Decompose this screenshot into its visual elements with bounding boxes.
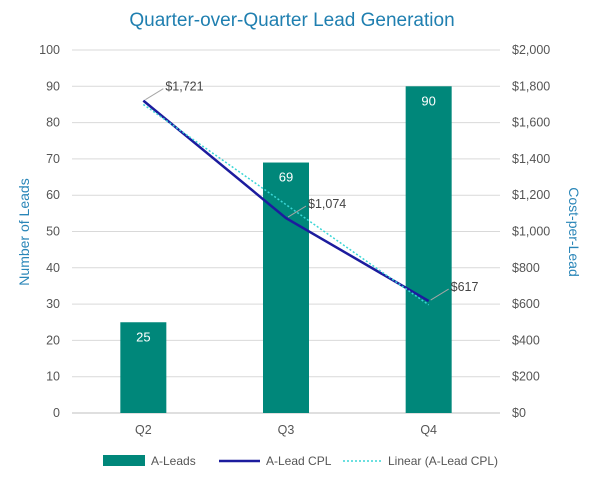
legend-bar-swatch — [103, 455, 145, 466]
left-tick-label: 100 — [39, 43, 60, 57]
x-tick-label: Q3 — [278, 423, 295, 437]
left-tick-label: 90 — [46, 79, 60, 93]
bar-data-label: 90 — [421, 93, 435, 108]
left-axis-title: Number of Leads — [16, 178, 32, 285]
cpl-data-label: $1,721 — [165, 80, 203, 94]
right-tick-label: $1,000 — [512, 225, 550, 239]
legend-label: Linear (A-Lead CPL) — [388, 454, 498, 468]
left-tick-label: 40 — [46, 261, 60, 275]
left-tick-label: 10 — [46, 370, 60, 384]
bar — [120, 322, 167, 413]
left-tick-label: 30 — [46, 297, 60, 311]
cpl-line — [142, 99, 430, 303]
legend: A-Leads A-Lead CPL Linear (A-Lead CPL) — [103, 454, 498, 468]
bar — [405, 86, 452, 414]
right-tick-label: $1,400 — [512, 152, 550, 166]
left-tick-label: 50 — [46, 225, 60, 239]
right-axis-title: Cost-per-Lead — [566, 187, 582, 277]
bar-series: 25 69 90 — [120, 86, 452, 414]
cpl-data-label: $1,074 — [308, 197, 346, 211]
cpl-data-label: $617 — [451, 280, 479, 294]
left-tick-label: 70 — [46, 152, 60, 166]
right-tick-label: $2,000 — [512, 43, 550, 57]
right-tick-label: $200 — [512, 370, 540, 384]
right-tick-label: $800 — [512, 261, 540, 275]
x-tick-label: Q2 — [135, 423, 152, 437]
chart-title: Quarter-over-Quarter Lead Generation — [129, 10, 454, 31]
cpl-leader-line — [145, 88, 164, 101]
bar-data-label: 69 — [279, 170, 293, 185]
right-tick-label: $400 — [512, 333, 540, 347]
x-tick-label: Q4 — [420, 423, 437, 437]
line-series: $1,721 $1,074 $617 — [142, 80, 479, 306]
cpl-leader-line — [430, 288, 449, 301]
bar-data-label: 25 — [136, 329, 150, 344]
bar — [263, 162, 309, 413]
right-tick-label: $1,600 — [512, 116, 550, 130]
right-tick-label: $0 — [512, 406, 526, 420]
left-tick-label: 60 — [46, 188, 60, 202]
legend-label: A-Lead CPL — [266, 454, 332, 468]
left-axis-ticks: 0 10 20 30 40 50 60 70 80 90 100 — [39, 43, 60, 420]
left-tick-label: 0 — [53, 406, 60, 420]
right-axis-ticks: $0 $200 $400 $600 $800 $1,000 $1,200 $1,400 $1,6… — [512, 43, 550, 420]
left-tick-label: 20 — [46, 333, 60, 347]
left-tick-label: 80 — [46, 116, 60, 130]
legend-label: A-Leads — [151, 454, 196, 468]
right-tick-label: $1,200 — [512, 188, 550, 202]
right-tick-label: $600 — [512, 297, 540, 311]
x-axis-ticks: Q2 Q3 Q4 — [135, 423, 437, 437]
right-tick-label: $1,800 — [512, 79, 550, 93]
cpl-leader-line — [287, 205, 307, 218]
